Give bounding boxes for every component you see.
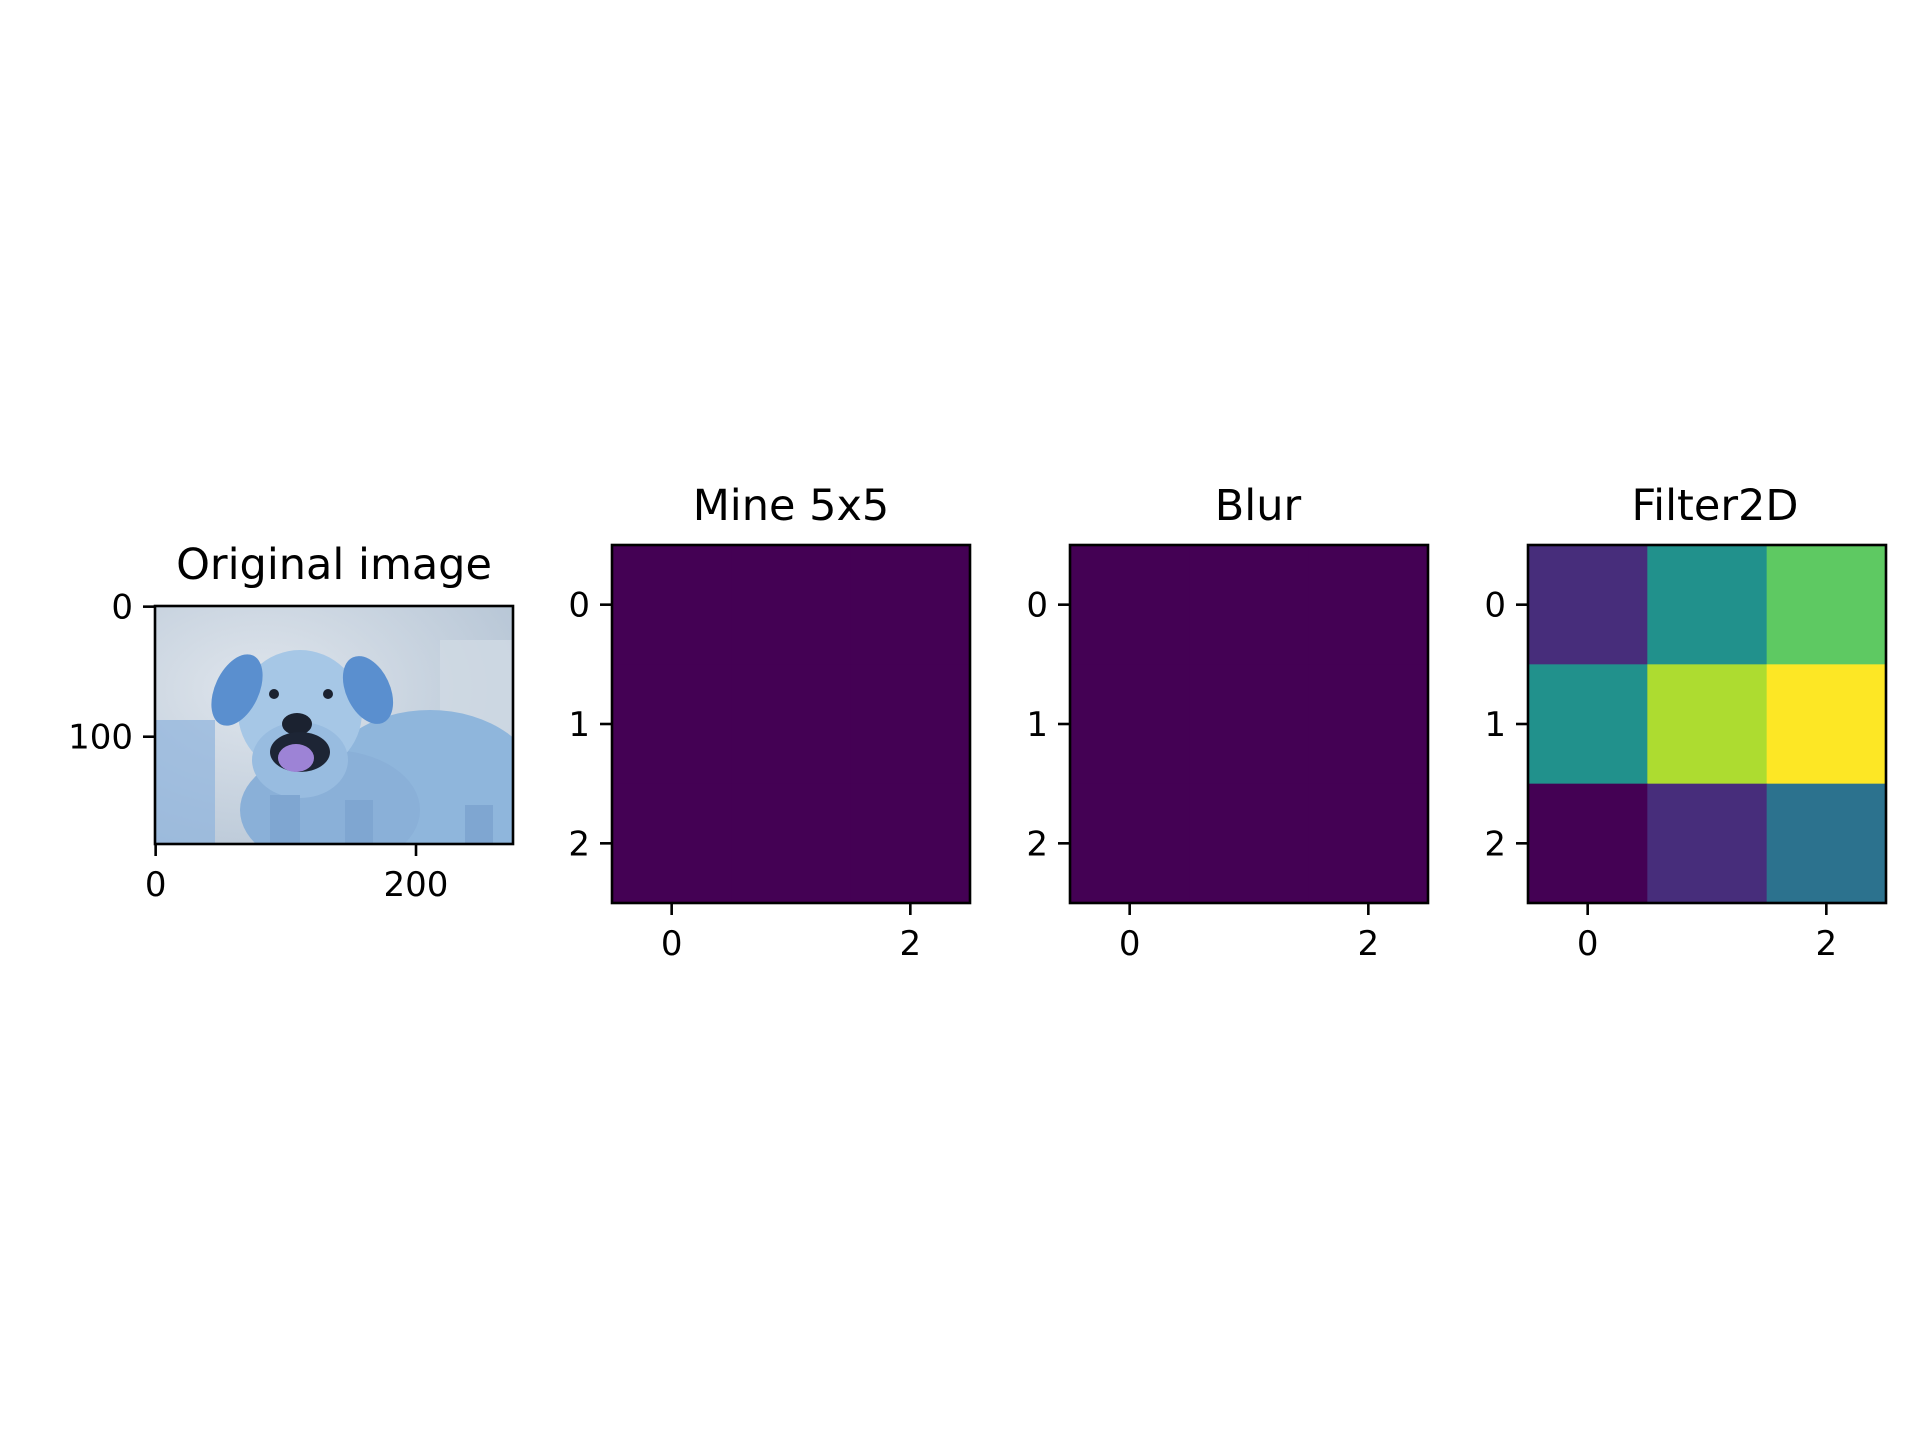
y-tick-label: 1 [1484,705,1506,745]
panel-filter2d: Filter2D 0 2 0 1 2 [1484,481,1888,964]
heatmap-cell [1766,664,1887,785]
heatmap-cell [1766,783,1887,904]
y-tick-label: 0 [111,588,133,628]
heatmap-cell [1070,664,1190,785]
heatmap-cells [1528,545,1887,904]
x-tick-label: 2 [900,924,922,964]
heatmap-cells [1070,545,1429,904]
y-tick-label: 2 [1026,824,1048,864]
y-tick-label: 1 [568,705,590,745]
panel-title: Mine 5x5 [693,481,890,531]
heatmap-cell [850,783,971,904]
panel-title: Original image [176,540,492,590]
heatmap-cell [1070,783,1190,904]
heatmap-cell [1189,664,1310,785]
x-tick-label: 200 [384,865,449,905]
y-tick-label: 2 [568,824,590,864]
x-tick-label: 0 [145,865,167,905]
heatmap-cell [1766,545,1887,665]
heatmap-cell [1189,545,1310,665]
panel-original-image: Original image [68,540,515,905]
heatmap-cell [1528,783,1648,904]
panel-title: Filter2D [1632,481,1799,531]
heatmap-cell [731,783,852,904]
heatmap-cell [1647,664,1768,785]
heatmap-cell [612,664,732,785]
panel-blur: Blur 0 2 0 1 2 [1026,481,1430,964]
heatmap-cell [1308,545,1429,665]
x-tick-label: 2 [1358,924,1380,964]
x-tick-label: 0 [661,924,683,964]
heatmap-cell [731,664,852,785]
heatmap-cell [1189,783,1310,904]
panel-mine-5x5: Mine 5x5 0 2 0 1 2 [568,481,972,964]
y-tick-label: 0 [1026,586,1048,626]
heatmap-cell [1308,783,1429,904]
dog-photo [155,606,513,844]
heatmap-cell [1308,664,1429,785]
heatmap-cell [612,545,732,665]
y-tick-label: 0 [568,586,590,626]
y-tick-label: 0 [1484,586,1506,626]
heatmap-cell [1528,545,1648,665]
heatmap-cell [1070,545,1190,665]
heatmap-cell [1647,783,1768,904]
heatmap-cell [850,545,971,665]
axes-frame [153,604,515,846]
heatmap-cell [1647,545,1768,665]
x-tick-label: 0 [1119,924,1141,964]
panel-title: Blur [1215,481,1302,531]
heatmap-cell [731,545,852,665]
x-tick-label: 2 [1816,924,1838,964]
heatmap-cells [612,545,971,904]
heatmap-cell [850,664,971,785]
y-tick-label: 100 [68,718,133,758]
y-tick-label: 1 [1026,705,1048,745]
heatmap-cell [612,783,732,904]
y-tick-label: 2 [1484,824,1506,864]
x-tick-label: 0 [1577,924,1599,964]
heatmap-cell [1528,664,1648,785]
